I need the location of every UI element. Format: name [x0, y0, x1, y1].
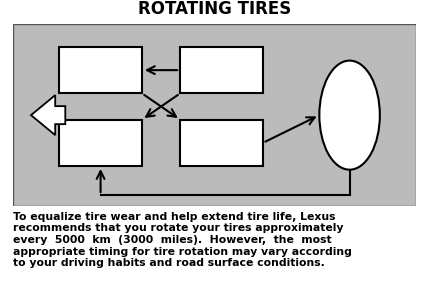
FancyBboxPatch shape [180, 47, 263, 93]
Text: To equalize tire wear and help extend tire life, Lexus
recommends that you rotat: To equalize tire wear and help extend ti… [13, 212, 352, 268]
Text: ROTATING TIRES: ROTATING TIRES [138, 0, 291, 18]
FancyBboxPatch shape [59, 120, 142, 166]
FancyBboxPatch shape [13, 24, 416, 206]
FancyArrow shape [31, 95, 65, 135]
Ellipse shape [319, 61, 380, 170]
FancyBboxPatch shape [180, 120, 263, 166]
FancyBboxPatch shape [59, 47, 142, 93]
